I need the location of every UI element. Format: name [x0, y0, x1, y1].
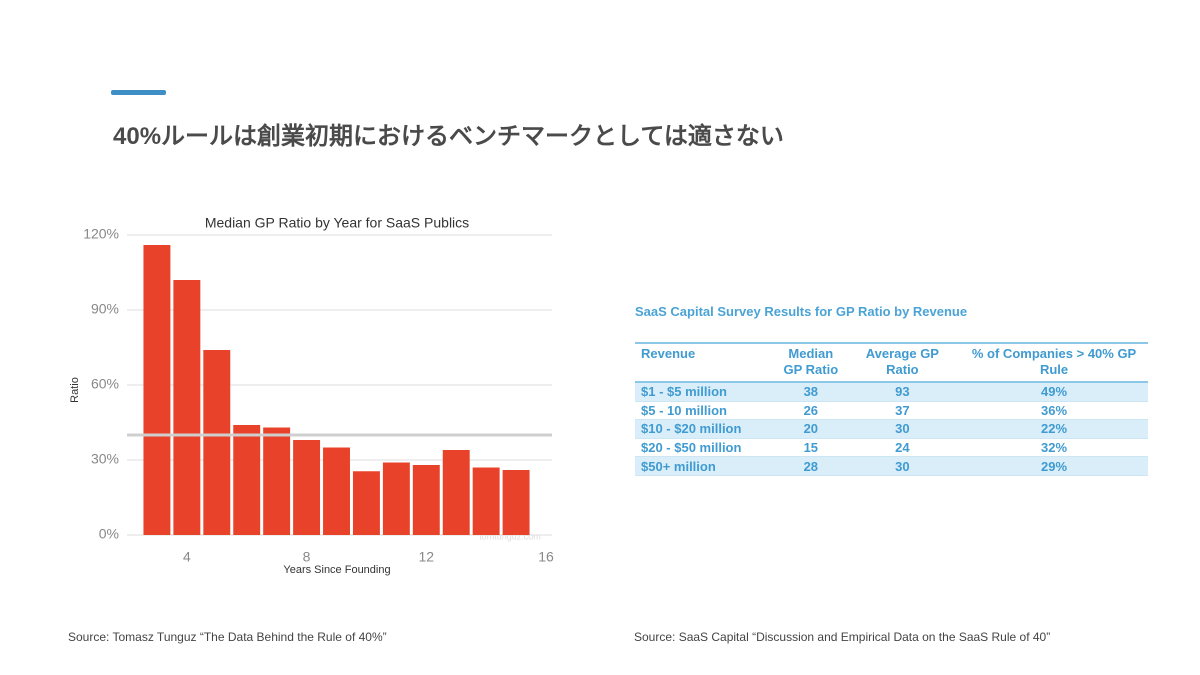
bar	[143, 245, 171, 535]
table-cell: 28	[777, 456, 845, 476]
header-cell: Average GP Ratio	[844, 342, 961, 383]
table-cell: 93	[844, 382, 961, 402]
table-row: $5 - 10 million 26 37 36%	[635, 401, 1148, 421]
header-text: Median GP Ratio	[783, 346, 839, 377]
table-cell: 49%	[960, 382, 1148, 402]
table-cell: 30	[844, 419, 961, 439]
accent-bar	[111, 90, 166, 95]
x-tick-label: 4	[183, 549, 191, 565]
bar	[173, 280, 201, 535]
bar	[323, 447, 350, 535]
table-cell: $20 - $50 million	[635, 438, 777, 458]
slide-title: 40%ルールは創業初期におけるベンチマークとしては適さない	[113, 123, 784, 150]
table-cell: 37	[844, 401, 961, 421]
y-tick-label: 0%	[99, 526, 119, 542]
chart-title: Median GP Ratio by Year for SaaS Publics	[205, 215, 469, 231]
table-row: $10 - $20 million 20 30 22%	[635, 419, 1148, 439]
bar	[203, 350, 231, 535]
x-tick-label: 12	[419, 549, 435, 565]
bar	[233, 425, 261, 535]
y-tick-label: 120%	[83, 226, 119, 242]
y-tick-label: 30%	[91, 451, 119, 467]
table-row: $1 - $5 million 38 93 49%	[635, 382, 1148, 402]
table-cell: 15	[777, 438, 845, 458]
table-cell: 26	[777, 401, 845, 421]
table-cell: $1 - $5 million	[635, 382, 777, 402]
table-title: SaaS Capital Survey Results for GP Ratio…	[635, 304, 968, 319]
table-cell: 36%	[960, 401, 1148, 421]
table-cell: 24	[844, 438, 961, 458]
y-axis-label: Ratio	[69, 377, 81, 403]
table-cell: $5 - 10 million	[635, 401, 777, 421]
x-axis-label: Years Since Founding	[283, 564, 390, 576]
table: Revenue Median GP Ratio Average GP Ratio % …	[635, 342, 1148, 476]
source: Source: SaaS Capital “Discussion and Emp…	[634, 630, 1051, 644]
x-tick-label: 8	[303, 549, 311, 565]
header-cell: Revenue	[635, 342, 777, 383]
header-cell: % of Companies > 40% GP Rule	[960, 342, 1148, 383]
chart: Median GP Ratio by Year for SaaS Publics…	[69, 215, 554, 576]
x-tick-label: 16	[538, 549, 554, 565]
table-row: $20 - $50 million 15 24 32%	[635, 438, 1148, 458]
table-cell: 29%	[960, 456, 1148, 476]
source: Source: Tomasz Tunguz “The Data Behind t…	[68, 630, 387, 644]
watermark: tomtunguz.com	[479, 531, 541, 541]
bar	[352, 471, 380, 535]
table-cell: 30	[844, 456, 961, 476]
bar	[502, 470, 530, 535]
y-tick-label: 60%	[91, 376, 119, 392]
y-tick-label: 90%	[91, 301, 119, 317]
table-cell: 38	[777, 382, 845, 402]
header-text: Average GP Ratio	[865, 346, 939, 377]
table-row: $50+ million 28 30 29%	[635, 456, 1148, 476]
bar	[382, 462, 410, 535]
header-text: % of Companies > 40% GP Rule	[971, 346, 1137, 377]
table-cell: 32%	[960, 438, 1148, 458]
header-cell: Median GP Ratio	[777, 342, 845, 383]
bar	[442, 450, 470, 535]
header-text: Revenue	[641, 346, 696, 361]
bar	[412, 465, 440, 535]
bar	[263, 427, 291, 535]
table-cell: $50+ million	[635, 456, 777, 476]
bar	[293, 440, 321, 535]
table-cell: $10 - $20 million	[635, 419, 777, 439]
table-cell: 20	[777, 419, 845, 439]
table-cell: 22%	[960, 419, 1148, 439]
bar	[472, 467, 500, 535]
